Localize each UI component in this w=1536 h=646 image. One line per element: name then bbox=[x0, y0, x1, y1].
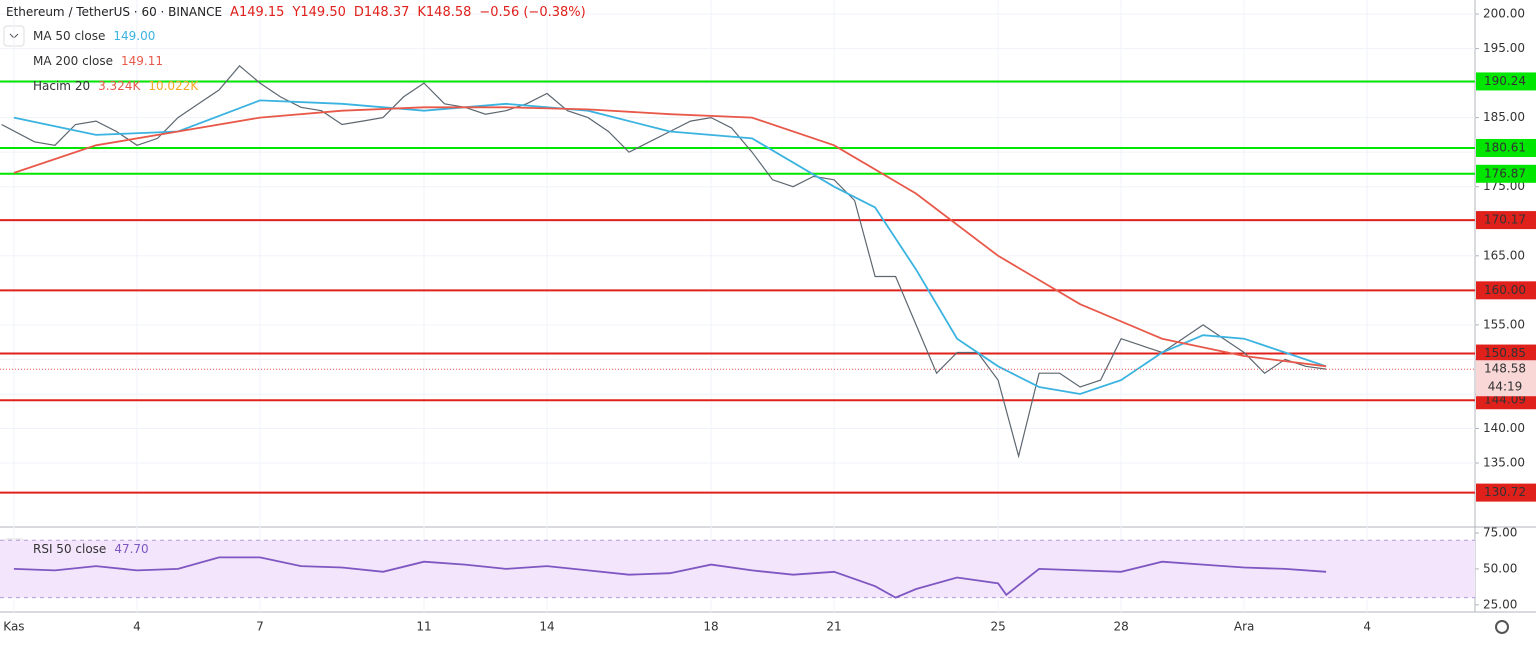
level-label-box bbox=[1476, 344, 1536, 363]
legend-entry: RSI 50 close 47.70 bbox=[33, 542, 149, 556]
level-label-box bbox=[1476, 164, 1536, 183]
x-tick-label: 21 bbox=[826, 620, 841, 634]
level-label: 176.87 bbox=[1484, 166, 1526, 180]
last-price-box bbox=[1476, 360, 1536, 397]
ohlc: Y149.50 bbox=[291, 5, 345, 20]
legend-name: MA 50 close bbox=[33, 29, 105, 43]
x-tick-label: 11 bbox=[416, 620, 431, 634]
y-tick-label: 165.00 bbox=[1483, 248, 1525, 262]
level-label-box bbox=[1476, 72, 1536, 91]
settings-icon[interactable] bbox=[1495, 620, 1509, 634]
level-label-box bbox=[1476, 211, 1536, 230]
ohlc: D148.37 bbox=[354, 5, 410, 20]
level-label: 180.61 bbox=[1484, 140, 1526, 154]
x-tick-label: Kas bbox=[3, 620, 24, 634]
last-price-label: 148.58 bbox=[1484, 362, 1526, 376]
ohlc: A149.15 bbox=[230, 5, 284, 20]
legend-entry: MA 200 close 149.11 bbox=[33, 54, 163, 68]
countdown: 44:19 bbox=[1488, 380, 1523, 394]
y-tick-label: 200.00 bbox=[1483, 7, 1525, 21]
level-label: 130.72 bbox=[1484, 485, 1526, 499]
legend-name: MA 200 close bbox=[33, 54, 113, 68]
y-tick-label: 75.00 bbox=[1483, 526, 1517, 540]
y-tick-label: 195.00 bbox=[1483, 41, 1525, 55]
level-label: 160.00 bbox=[1484, 283, 1526, 297]
legend-entry: MA 50 close 149.00 bbox=[33, 29, 155, 43]
volume-legend: 3.324K bbox=[98, 79, 141, 93]
y-tick-label: 140.00 bbox=[1483, 421, 1525, 435]
level-label: 190.24 bbox=[1484, 74, 1526, 88]
title: Ethereum / TetherUS · 60 · BINANCE bbox=[6, 5, 222, 19]
level-label: 150.85 bbox=[1484, 346, 1526, 360]
legend-value: 149.00 bbox=[113, 29, 155, 43]
series-line bbox=[13, 556, 1327, 599]
level-label-box bbox=[1476, 281, 1536, 300]
y-tick-label: 135.00 bbox=[1483, 456, 1525, 470]
legend-value: 149.11 bbox=[121, 54, 163, 68]
legend-value: 47.70 bbox=[114, 542, 148, 556]
chart-title: Ethereum / TetherUS · 60 · BINANCE A149.1… bbox=[6, 5, 586, 20]
level-label: 170.17 bbox=[1484, 213, 1526, 227]
ohlc: −0.56 (−0.38%) bbox=[479, 5, 585, 20]
x-tick-label: 7 bbox=[256, 620, 264, 634]
level-label-box bbox=[1476, 138, 1536, 157]
y-tick-label: 50.00 bbox=[1483, 561, 1517, 575]
series-line bbox=[13, 99, 1327, 395]
series-line bbox=[13, 106, 1327, 368]
ohlc: K148.58 bbox=[417, 5, 471, 20]
y-tick-label: 155.00 bbox=[1483, 317, 1525, 331]
x-tick-label: 18 bbox=[703, 620, 718, 634]
x-tick-label: Ara bbox=[1234, 620, 1255, 634]
x-tick-label: 14 bbox=[539, 620, 554, 634]
x-tick-label: 4 bbox=[133, 620, 141, 634]
x-tick-label: 4 bbox=[1363, 620, 1371, 634]
level-label: 144.09 bbox=[1484, 393, 1526, 407]
x-tick-label: 25 bbox=[990, 620, 1005, 634]
volume-legend: Hacim 20 bbox=[33, 79, 90, 93]
legend-entry: Hacim 20 3.324K 10.022K bbox=[33, 79, 199, 93]
legend-name: RSI 50 close bbox=[33, 542, 106, 556]
y-tick-label: 185.00 bbox=[1483, 110, 1525, 124]
x-tick-label: 28 bbox=[1113, 620, 1128, 634]
level-label-box bbox=[1476, 483, 1536, 502]
volume-legend: 10.022K bbox=[148, 79, 199, 93]
y-tick-label: 25.00 bbox=[1483, 597, 1517, 611]
